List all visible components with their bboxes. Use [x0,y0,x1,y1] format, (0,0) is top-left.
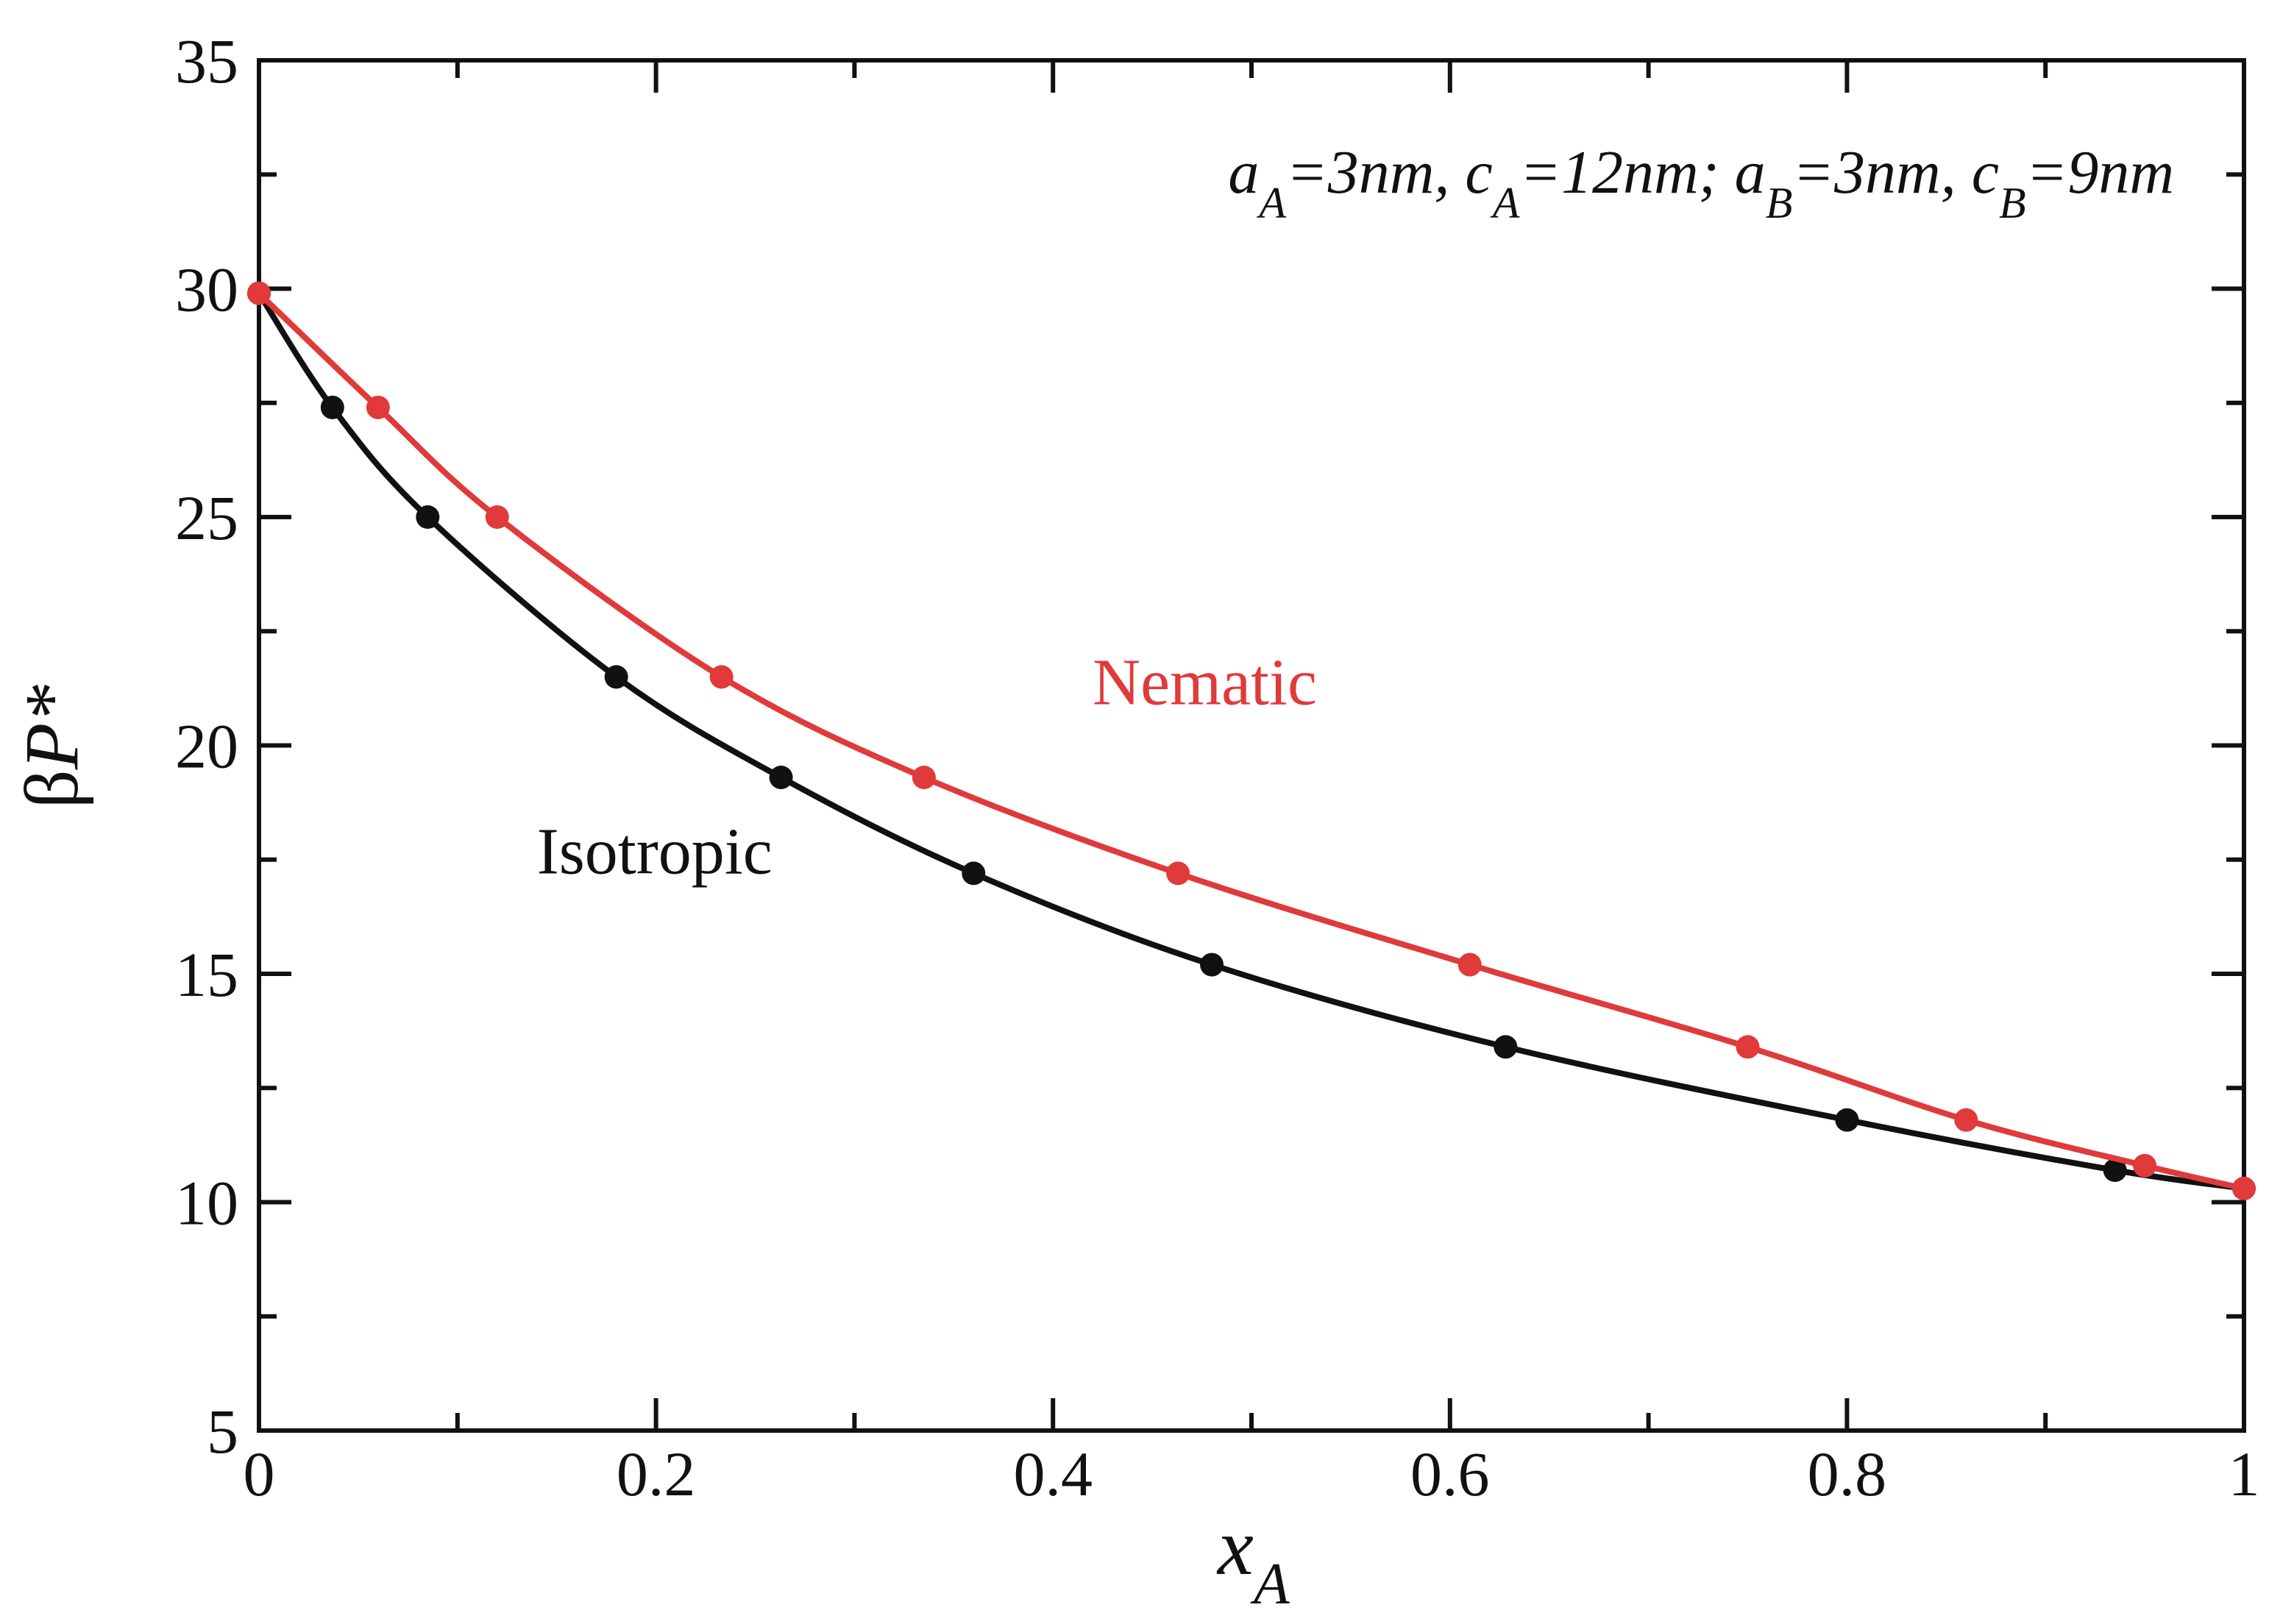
isotropic-series-label: Isotropic [537,815,773,888]
x-tick-label: 0.8 [1808,1439,1887,1509]
isotropic-data-point [416,505,440,529]
plot-frame [257,58,2246,1433]
y-tick-label: 25 [175,482,238,553]
x-tick-label: 1 [2229,1439,2260,1509]
nematic-series-label: Nematic [1093,647,1317,719]
nematic-data-point [1166,861,1190,886]
nematic-data-point [1736,1035,1760,1059]
y-tick-label: 20 [175,711,238,782]
isotropic-series-line [256,290,2247,1192]
nematic-data-point [1954,1108,1978,1132]
x-tick-label: 0.2 [617,1439,696,1509]
x-tick-label: 0.4 [1013,1439,1093,1509]
isotropic-data-point [604,665,628,689]
nematic-data-point [366,395,390,419]
x-tick-label: 0 [244,1439,275,1509]
y-tick-label: 35 [175,26,238,96]
chart-labels: Isotropic Nematic βP* xA aA=3nm, cA=12nm; aB… [10,138,2174,1617]
x-axis-title: xA [1216,1502,1290,1617]
nematic-data-point [2133,1153,2157,1178]
y-tick-label: 10 [175,1168,238,1239]
nematic-data-point [709,665,734,689]
x-tick-label: 0.6 [1410,1439,1490,1509]
isotropic-data-point [962,861,986,886]
nematic-data-point [2232,1176,2256,1200]
axis-ticks [257,58,2246,1433]
data-series [247,281,2256,1200]
isotropic-data-point [769,765,793,789]
plot-area [257,58,2246,1433]
nematic-data-point [1457,952,1482,977]
isotropic-data-point [320,395,344,419]
isotropic-data-point [1200,952,1224,977]
y-axis-title: βP* [10,685,94,808]
nematic-series-line [256,290,2247,1192]
nematic-data-point [485,505,509,529]
y-tick-label: 30 [175,254,238,325]
parameters-annotation: aA=3nm, cA=12nm; aB=3nm, cB=9nm [1228,138,2174,227]
nematic-data-point [912,765,936,789]
nematic-data-point [247,281,271,305]
y-tick-label: 5 [207,1396,238,1467]
y-tick-label: 15 [175,939,238,1010]
isotropic-data-point [1494,1035,1518,1059]
isotropic-data-point [2103,1158,2127,1183]
isotropic-data-point [1835,1108,1859,1132]
